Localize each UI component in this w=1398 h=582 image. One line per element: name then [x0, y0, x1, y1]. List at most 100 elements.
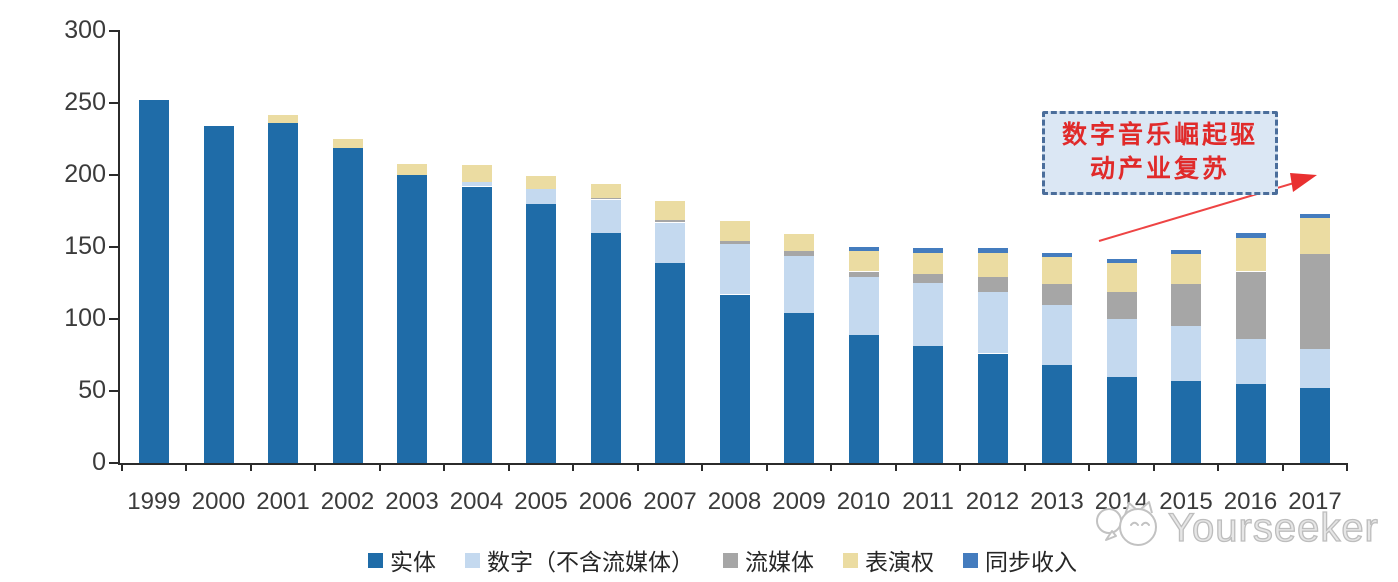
y-axis-line	[118, 30, 120, 465]
x-axis-label: 2001	[256, 488, 310, 515]
bar-segment-实体	[139, 100, 169, 463]
x-axis-label: 2005	[514, 488, 568, 515]
x-axis-label: 2013	[1030, 488, 1084, 515]
bar-segment-表演权	[1171, 254, 1201, 285]
bar-segment-表演权	[913, 252, 943, 275]
annotation-line2: 动产业复苏	[1089, 156, 1230, 183]
bar-segment-同步收入	[977, 248, 1008, 253]
bar-segment-表演权	[977, 252, 1008, 278]
bar-segment-实体	[461, 186, 492, 463]
x-axis-tick	[766, 465, 768, 471]
legend-swatch-icon	[368, 552, 383, 568]
bar-segment-实体	[784, 313, 814, 463]
bar-segment-流媒体	[848, 271, 879, 278]
bar-segment-表演权	[397, 163, 427, 175]
annotation-callout: 数字音乐崛起驱 动产业复苏	[1042, 111, 1278, 195]
bar-segment-同步收入	[913, 248, 943, 253]
bar-segment-数字（不含流媒体）	[848, 277, 879, 335]
x-axis-tick	[895, 465, 897, 471]
x-axis-tick	[379, 465, 381, 471]
x-axis-tick	[701, 465, 703, 471]
y-axis-tick	[109, 246, 118, 248]
bar-segment-实体	[977, 353, 1008, 463]
bar-segment-数字（不含流媒体）	[1042, 304, 1072, 366]
bar-segment-实体	[203, 126, 234, 463]
y-axis-label: 150	[64, 232, 106, 260]
x-axis-tick	[959, 465, 961, 471]
bar-segment-数字（不含流媒体）	[1171, 326, 1201, 381]
legend-item: 数字（不含流媒体）	[465, 543, 694, 577]
x-axis-tick	[1088, 465, 1090, 471]
legend-item: 同步收入	[963, 543, 1077, 577]
legend-label: 表演权	[865, 550, 934, 575]
x-axis-label: 1999	[127, 488, 181, 515]
bar-segment-实体	[1300, 388, 1330, 463]
legend-label: 实体	[390, 550, 436, 575]
bar-segment-表演权	[655, 200, 685, 220]
x-axis-label: 2006	[578, 488, 633, 515]
y-axis-tick	[109, 318, 118, 320]
bar-segment-表演权	[590, 183, 621, 198]
bar-segment-流媒体	[1171, 284, 1201, 327]
x-axis-label: 2002	[320, 488, 375, 515]
watermark: Yourseeker	[1092, 498, 1379, 552]
legend-label: 同步收入	[985, 550, 1077, 575]
bar-segment-表演权	[268, 114, 298, 124]
bar-segment-表演权	[526, 176, 556, 190]
bar-segment-数字（不含流媒体）	[977, 291, 1008, 354]
x-axis-tick	[314, 465, 316, 471]
annotation-arrow-head	[1290, 173, 1317, 192]
annotation-line1: 数字音乐崛起驱	[1061, 121, 1258, 149]
x-axis-label: 2012	[965, 488, 1020, 515]
bar-segment-实体	[848, 334, 879, 463]
y-axis-tick	[109, 390, 118, 392]
x-axis-line	[118, 463, 1348, 465]
bar-segment-表演权	[1235, 238, 1266, 272]
bar-segment-数字（不含流媒体）	[1300, 349, 1330, 389]
bar-segment-实体	[655, 262, 685, 463]
x-axis-label: 2003	[385, 488, 439, 515]
bar-segment-同步收入	[1300, 213, 1330, 219]
bar-segment-同步收入	[1235, 232, 1266, 239]
legend: 实体 数字（不含流媒体） 流媒体 表演权 同步收入	[368, 543, 1077, 577]
y-axis-label: 300	[64, 16, 106, 44]
bar-segment-表演权	[784, 234, 814, 252]
legend-swatch-icon	[843, 552, 858, 568]
y-axis-tick	[109, 462, 118, 464]
bar-segment-流媒体	[784, 251, 814, 256]
bar-segment-数字（不含流媒体）	[526, 189, 556, 204]
bar-segment-表演权	[1042, 257, 1072, 285]
legend-swatch-icon	[723, 552, 738, 568]
bar-segment-流媒体	[1106, 291, 1137, 319]
bar-segment-流媒体	[977, 277, 1008, 292]
legend-label: 数字（不含流媒体）	[487, 550, 694, 575]
legend-label: 流媒体	[745, 550, 814, 575]
x-axis-label: 2004	[449, 488, 504, 515]
x-axis-tick	[185, 465, 187, 471]
bar-segment-数字（不含流媒体）	[461, 182, 492, 187]
y-axis-label: 0	[92, 448, 106, 476]
x-axis-tick	[443, 465, 445, 471]
x-axis-label: 2015	[1159, 488, 1213, 515]
bar-segment-流媒体	[1300, 254, 1330, 350]
x-axis-label: 2017	[1288, 488, 1342, 515]
bar-segment-数字（不含流媒体）	[913, 283, 943, 347]
legend-item: 表演权	[843, 543, 934, 577]
bar-segment-数字（不含流媒体）	[719, 244, 750, 295]
bar-segment-表演权	[848, 251, 879, 272]
bar-segment-表演权	[461, 164, 492, 183]
bar-segment-流媒体	[1235, 271, 1266, 340]
bar-segment-同步收入	[1171, 249, 1201, 255]
bar-segment-数字（不含流媒体）	[590, 199, 621, 233]
bar-segment-实体	[590, 232, 621, 463]
bar-segment-数字（不含流媒体）	[784, 255, 814, 314]
bar-segment-表演权	[332, 139, 363, 148]
x-axis-tick	[1217, 465, 1219, 471]
x-axis-tick	[1282, 465, 1284, 471]
y-axis-tick	[109, 102, 118, 104]
bar-segment-数字（不含流媒体）	[1235, 339, 1266, 384]
bar-segment-表演权	[1106, 262, 1137, 292]
bar-segment-同步收入	[848, 247, 879, 252]
bar-segment-流媒体	[1042, 284, 1072, 305]
